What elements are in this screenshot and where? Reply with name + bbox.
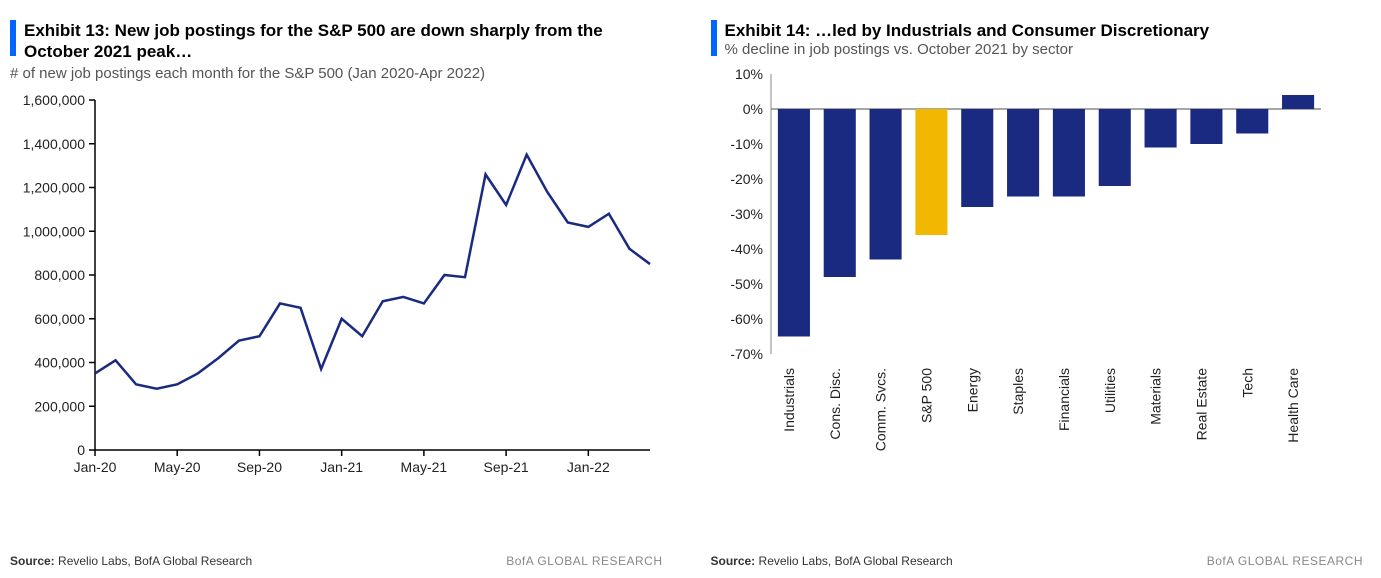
svg-text:Jan-20: Jan-20 bbox=[74, 459, 117, 475]
svg-text:Sep-21: Sep-21 bbox=[484, 459, 529, 475]
svg-text:1,600,000: 1,600,000 bbox=[23, 92, 85, 108]
svg-text:Real Estate: Real Estate bbox=[1193, 368, 1209, 441]
svg-text:Tech: Tech bbox=[1239, 368, 1255, 398]
svg-text:800,000: 800,000 bbox=[34, 267, 85, 283]
exhibit-subtitle: % decline in job postings vs. October 20… bbox=[725, 41, 1210, 58]
exhibit-subtitle: # of new job postings each month for the… bbox=[10, 65, 671, 82]
source-label: Source: bbox=[10, 554, 55, 568]
brand-text: BofA GLOBAL RESEARCH bbox=[506, 554, 662, 568]
svg-text:1,200,000: 1,200,000 bbox=[23, 179, 85, 195]
exhibit-title: Exhibit 14: …led by Industrials and Cons… bbox=[725, 20, 1210, 41]
svg-text:Staples: Staples bbox=[1010, 368, 1026, 415]
title-row: Exhibit 14: …led by Industrials and Cons… bbox=[711, 20, 1372, 58]
svg-text:-30%: -30% bbox=[730, 206, 763, 222]
svg-text:Financials: Financials bbox=[1055, 368, 1071, 431]
svg-text:Industrials: Industrials bbox=[780, 368, 796, 432]
svg-text:1,000,000: 1,000,000 bbox=[23, 223, 85, 239]
svg-text:-60%: -60% bbox=[730, 311, 763, 327]
svg-text:May-21: May-21 bbox=[401, 459, 448, 475]
svg-text:Comm. Svcs.: Comm. Svcs. bbox=[872, 368, 888, 451]
svg-text:Sep-20: Sep-20 bbox=[237, 459, 282, 475]
bar-chart: 10% 0% -10% -20% -30% -40% -50% -60% -70% Industr… bbox=[711, 64, 1372, 548]
svg-text:Cons. Disc.: Cons. Disc. bbox=[826, 368, 842, 440]
svg-text:-20%: -20% bbox=[730, 171, 763, 187]
svg-text:600,000: 600,000 bbox=[34, 310, 85, 326]
svg-text:1,400,000: 1,400,000 bbox=[23, 135, 85, 151]
svg-text:10%: 10% bbox=[734, 66, 762, 82]
line-chart: 0 200,000 400,000 600,000 800,000 1,000,000 1,… bbox=[10, 90, 671, 549]
svg-text:400,000: 400,000 bbox=[34, 354, 85, 370]
source-text: Revelio Labs, BofA Global Research bbox=[759, 554, 953, 568]
source-label: Source: bbox=[711, 554, 756, 568]
svg-text:-10%: -10% bbox=[730, 136, 763, 152]
svg-text:-40%: -40% bbox=[730, 241, 763, 257]
title-row: Exhibit 13: New job postings for the S&P… bbox=[10, 20, 671, 63]
exhibit-title: Exhibit 13: New job postings for the S&P… bbox=[24, 20, 671, 63]
svg-text:Jan-22: Jan-22 bbox=[567, 459, 610, 475]
svg-text:May-20: May-20 bbox=[154, 459, 201, 475]
svg-text:0: 0 bbox=[77, 442, 85, 458]
svg-text:0%: 0% bbox=[742, 101, 762, 117]
source-text: Revelio Labs, BofA Global Research bbox=[58, 554, 252, 568]
accent-bar bbox=[10, 20, 16, 56]
svg-text:-70%: -70% bbox=[730, 346, 763, 362]
svg-text:Energy: Energy bbox=[964, 368, 980, 412]
svg-text:200,000: 200,000 bbox=[34, 398, 85, 414]
svg-text:Utilities: Utilities bbox=[1101, 368, 1117, 413]
svg-text:Health Care: Health Care bbox=[1285, 368, 1301, 443]
svg-text:S&P 500: S&P 500 bbox=[918, 368, 934, 423]
exhibit-14-panel: Exhibit 14: …led by Industrials and Cons… bbox=[711, 20, 1372, 568]
svg-text:-50%: -50% bbox=[730, 276, 763, 292]
svg-text:Jan-21: Jan-21 bbox=[320, 459, 363, 475]
exhibit-13-panel: Exhibit 13: New job postings for the S&P… bbox=[10, 20, 671, 568]
brand-text: BofA GLOBAL RESEARCH bbox=[1207, 554, 1363, 568]
accent-bar bbox=[711, 20, 717, 56]
svg-text:Materials: Materials bbox=[1147, 368, 1163, 425]
